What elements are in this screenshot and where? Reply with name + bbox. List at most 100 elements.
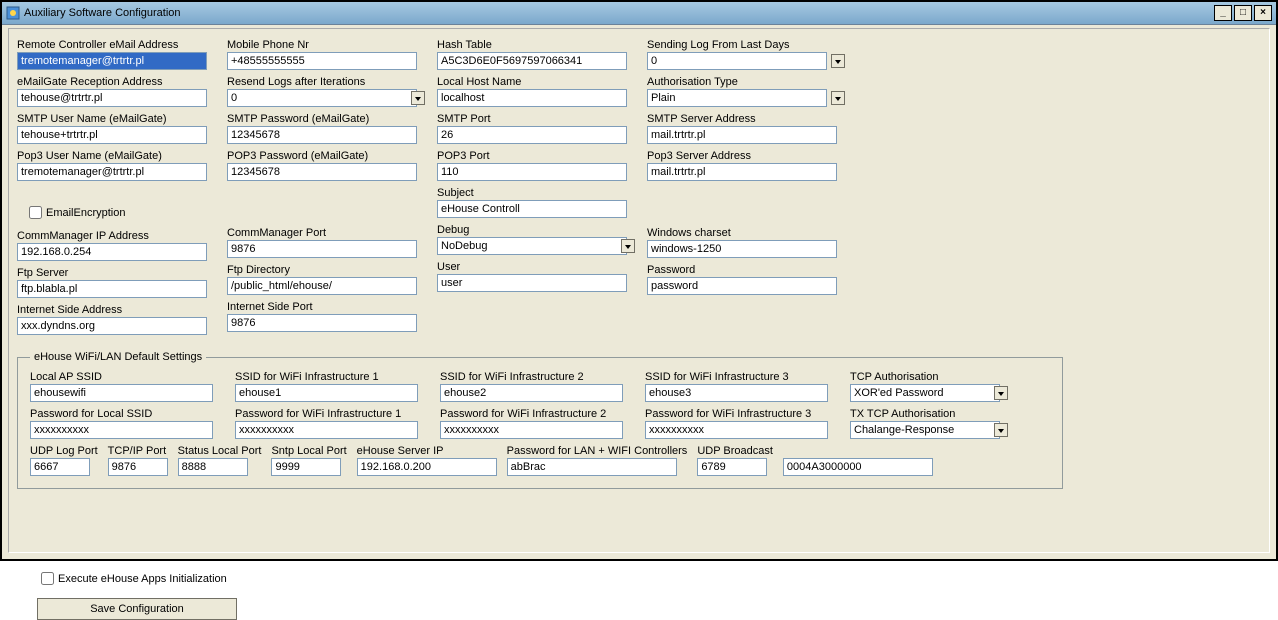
label: Subject [437, 187, 637, 199]
remote-email-input[interactable] [17, 52, 207, 70]
maximize-button[interactable]: □ [1234, 5, 1252, 21]
emailgate-recv-input[interactable] [17, 89, 207, 107]
udp-log-port-input[interactable] [30, 458, 90, 476]
label: EmailEncryption [46, 207, 125, 219]
local-ssid-input[interactable] [30, 384, 213, 402]
wifi-lan-settings-group: eHouse WiFi/LAN Default Settings Local A… [17, 351, 1063, 489]
label: Sending Log From Last Days [647, 39, 847, 51]
smtp-port-input[interactable] [437, 126, 627, 144]
label: Ftp Server [17, 267, 217, 279]
titlebar: Auxiliary Software Configuration _ □ × [2, 2, 1276, 25]
label: SMTP Server Address [647, 113, 847, 125]
execute-init-checkbox[interactable] [41, 572, 54, 585]
label: UDP Broadcast [697, 445, 773, 457]
resend-logs-select[interactable] [227, 89, 417, 107]
sending-log-days-select[interactable] [647, 52, 827, 70]
label: Windows charset [647, 227, 847, 239]
mac-input[interactable] [783, 458, 933, 476]
label: Hash Table [437, 39, 637, 51]
label: Local AP SSID [30, 371, 225, 383]
window-title: Auxiliary Software Configuration [24, 7, 1212, 19]
smtp-password-input[interactable] [227, 126, 417, 144]
internet-side-addr-input[interactable] [17, 317, 207, 335]
ehouse-server-ip-input[interactable] [357, 458, 497, 476]
ssid2-input[interactable] [440, 384, 623, 402]
user-input[interactable] [437, 274, 627, 292]
label: Password for Local SSID [30, 408, 225, 420]
hash-table-input[interactable] [437, 52, 627, 70]
ftp-dir-input[interactable] [227, 277, 417, 295]
pop3-port-input[interactable] [437, 163, 627, 181]
ssid3-input[interactable] [645, 384, 828, 402]
status-local-port-input[interactable] [178, 458, 248, 476]
auth-type-select[interactable] [647, 89, 827, 107]
label: TCP/IP Port [108, 445, 168, 457]
label: Mobile Phone Nr [227, 39, 427, 51]
local-ssid-password-input[interactable] [30, 421, 213, 439]
ftp-server-input[interactable] [17, 280, 207, 298]
tcp-auth-select[interactable] [850, 384, 1000, 402]
label: Ftp Directory [227, 264, 427, 276]
label: eHouse Server IP [357, 445, 497, 457]
fieldset-legend: eHouse WiFi/LAN Default Settings [30, 351, 206, 363]
udp-broadcast-input[interactable] [697, 458, 767, 476]
label: Local Host Name [437, 76, 637, 88]
label: Password for LAN + WIFI Controllers [507, 445, 688, 457]
minimize-button[interactable]: _ [1214, 5, 1232, 21]
label: User [437, 261, 637, 273]
label: Password for WiFi Infrastructure 2 [440, 408, 635, 420]
pw1-input[interactable] [235, 421, 418, 439]
pw3-input[interactable] [645, 421, 828, 439]
save-configuration-button[interactable]: Save Configuration [37, 598, 237, 620]
pop3-server-input[interactable] [647, 163, 837, 181]
app-icon [6, 6, 20, 20]
label: UDP Log Port [30, 445, 98, 457]
label: Internet Side Address [17, 304, 217, 316]
label: Debug [437, 224, 637, 236]
local-host-input[interactable] [437, 89, 627, 107]
label: Sntp Local Port [271, 445, 346, 457]
commmanager-port-input[interactable] [227, 240, 417, 258]
label: SMTP Port [437, 113, 637, 125]
close-button[interactable]: × [1254, 5, 1272, 21]
label: Password for WiFi Infrastructure 1 [235, 408, 430, 420]
label: Resend Logs after Iterations [227, 76, 427, 88]
subject-input[interactable] [437, 200, 627, 218]
email-encryption-checkbox[interactable] [29, 206, 42, 219]
label: SSID for WiFi Infrastructure 2 [440, 371, 635, 383]
mobile-input[interactable] [227, 52, 417, 70]
lan-wifi-password-input[interactable] [507, 458, 677, 476]
ssid1-input[interactable] [235, 384, 418, 402]
label: SSID for WiFi Infrastructure 3 [645, 371, 840, 383]
label: CommManager Port [227, 227, 427, 239]
label: Pop3 Server Address [647, 150, 847, 162]
password-input[interactable] [647, 277, 837, 295]
smtp-user-input[interactable] [17, 126, 207, 144]
smtp-server-input[interactable] [647, 126, 837, 144]
label: Remote Controller eMail Address [17, 39, 217, 51]
label: Password [647, 264, 847, 276]
commmanager-ip-input[interactable] [17, 243, 207, 261]
label: POP3 Password (eMailGate) [227, 150, 427, 162]
label: SMTP User Name (eMailGate) [17, 113, 217, 125]
label: Execute eHouse Apps Initialization [58, 573, 227, 585]
label: POP3 Port [437, 150, 637, 162]
tx-tcp-auth-select[interactable] [850, 421, 1000, 439]
debug-select[interactable] [437, 237, 627, 255]
label: CommManager IP Address [17, 230, 217, 242]
label: SSID for WiFi Infrastructure 1 [235, 371, 430, 383]
label: Status Local Port [178, 445, 262, 457]
label: Pop3 User Name (eMailGate) [17, 150, 217, 162]
label: Authorisation Type [647, 76, 847, 88]
label: Internet Side Port [227, 301, 427, 313]
charset-input[interactable] [647, 240, 837, 258]
tcpip-port-input[interactable] [108, 458, 168, 476]
internet-side-port-input[interactable] [227, 314, 417, 332]
sntp-local-port-input[interactable] [271, 458, 341, 476]
label: TCP Authorisation [850, 371, 1010, 383]
pw2-input[interactable] [440, 421, 623, 439]
label: eMailGate Reception Address [17, 76, 217, 88]
pop3-user-input[interactable] [17, 163, 207, 181]
pop3-password-input[interactable] [227, 163, 417, 181]
label: SMTP Password (eMailGate) [227, 113, 427, 125]
